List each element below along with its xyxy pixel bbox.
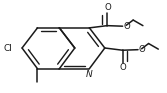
Text: N: N	[86, 70, 93, 79]
Text: Cl: Cl	[3, 44, 12, 53]
Text: O: O	[104, 3, 111, 12]
Text: O: O	[123, 22, 130, 31]
Text: O: O	[139, 45, 146, 54]
Text: O: O	[120, 63, 126, 72]
